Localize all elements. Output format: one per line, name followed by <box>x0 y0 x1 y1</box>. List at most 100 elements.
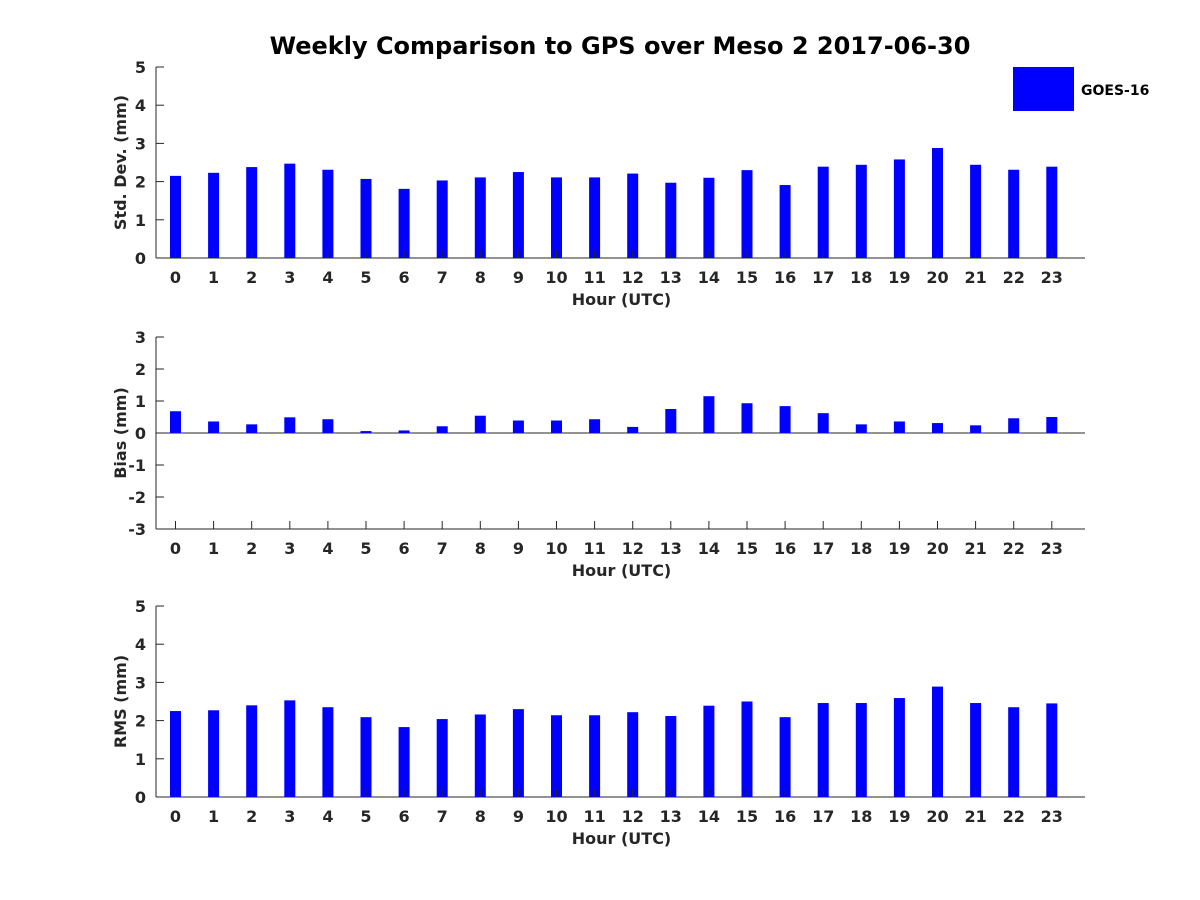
x-tick-label: 20 <box>926 807 948 826</box>
x-tick-label: 0 <box>170 268 181 287</box>
bar-hour-19 <box>893 159 905 258</box>
legend: GOES-16 <box>1013 67 1149 111</box>
x-tick-label: 19 <box>888 539 910 558</box>
y-tick-label: 1 <box>135 392 146 411</box>
x-tick-label: 0 <box>170 807 181 826</box>
y-tick-label: -2 <box>128 488 146 507</box>
x-tick-label: 20 <box>926 539 948 558</box>
y-tick-label: 0 <box>135 249 146 268</box>
y-tick-label: 2 <box>135 173 146 192</box>
y-tick-label: -3 <box>128 520 146 539</box>
bar-hour-4 <box>322 419 334 433</box>
bar-hour-5 <box>360 431 372 433</box>
bar-hour-15 <box>741 701 753 797</box>
x-tick-label: 11 <box>583 268 605 287</box>
bar-hour-2 <box>246 424 258 433</box>
x-tick-label: 1 <box>208 807 219 826</box>
x-tick-label: 3 <box>284 539 295 558</box>
bar-hour-2 <box>246 705 258 797</box>
bar-hour-13 <box>665 409 677 433</box>
x-tick-label: 16 <box>774 807 796 826</box>
x-tick-label: 7 <box>437 807 448 826</box>
x-tick-label: 5 <box>360 807 371 826</box>
x-tick-label: 3 <box>284 268 295 287</box>
x-tick-label: 23 <box>1041 268 1063 287</box>
bar-hour-6 <box>398 430 410 433</box>
bar-hour-23 <box>1046 703 1058 797</box>
bar-hour-19 <box>893 421 905 433</box>
x-tick-label: 13 <box>660 268 682 287</box>
bar-hour-14 <box>703 705 715 797</box>
bar-hour-23 <box>1046 417 1058 433</box>
legend-swatch <box>1013 67 1074 111</box>
x-tick-label: 10 <box>545 539 567 558</box>
bar-hour-11 <box>589 419 601 433</box>
bar-hour-8 <box>474 177 486 258</box>
x-tick-label: 15 <box>736 807 758 826</box>
x-tick-label: 1 <box>208 268 219 287</box>
bar-hour-5 <box>360 178 372 258</box>
x-tick-label: 9 <box>513 268 524 287</box>
x-tick-label: 21 <box>964 268 986 287</box>
x-tick-label: 22 <box>1003 539 1025 558</box>
x-tick-label: 7 <box>437 539 448 558</box>
x-tick-label: 12 <box>622 807 644 826</box>
x-tick-label: 0 <box>170 539 181 558</box>
bar-hour-15 <box>741 403 753 433</box>
bar-hour-5 <box>360 717 372 797</box>
x-tick-label: 7 <box>437 268 448 287</box>
x-tick-label: 4 <box>322 268 333 287</box>
x-tick-label: 13 <box>660 539 682 558</box>
bar-hour-13 <box>665 182 677 258</box>
y-axis-label: Std. Dev. (mm) <box>111 95 130 230</box>
bar-hour-9 <box>512 172 524 258</box>
y-tick-label: 5 <box>135 597 146 616</box>
bar-hour-0 <box>170 175 181 258</box>
bar-hour-22 <box>1008 169 1020 258</box>
bar-hour-10 <box>551 177 562 258</box>
bar-hour-17 <box>817 703 829 797</box>
bar-hour-23 <box>1046 166 1058 258</box>
bar-hour-0 <box>170 411 181 433</box>
bar-hour-16 <box>779 717 791 797</box>
bar-hour-13 <box>665 716 677 797</box>
bar-hour-21 <box>970 425 982 433</box>
x-tick-label: 22 <box>1003 268 1025 287</box>
x-tick-label: 4 <box>322 539 333 558</box>
bar-hour-12 <box>627 712 639 797</box>
bar-hour-10 <box>551 715 562 797</box>
bar-hour-9 <box>512 420 524 433</box>
bar-hour-22 <box>1008 418 1020 433</box>
bar-hour-2 <box>246 167 258 258</box>
x-tick-label: 22 <box>1003 807 1025 826</box>
y-tick-label: 0 <box>135 788 146 807</box>
bar-hour-1 <box>208 421 220 433</box>
bar-hour-4 <box>322 707 334 797</box>
x-tick-label: 21 <box>964 807 986 826</box>
x-tick-label: 12 <box>622 268 644 287</box>
bar-hour-20 <box>932 147 943 258</box>
y-tick-label: 0 <box>135 424 146 443</box>
x-tick-label: 23 <box>1041 807 1063 826</box>
bar-hour-0 <box>170 711 181 797</box>
bar-hour-18 <box>855 164 867 258</box>
x-axis-label: Hour (UTC) <box>572 829 672 848</box>
x-tick-label: 10 <box>545 268 567 287</box>
bar-hour-6 <box>398 188 410 258</box>
x-tick-label: 11 <box>583 539 605 558</box>
x-tick-label: 17 <box>812 539 834 558</box>
x-tick-label: 17 <box>812 807 834 826</box>
x-tick-label: 9 <box>513 807 524 826</box>
x-axis-label: Hour (UTC) <box>572 290 672 309</box>
bar-hour-21 <box>970 703 982 797</box>
y-tick-label: 4 <box>135 96 146 115</box>
y-axis-label: Bias (mm) <box>111 387 130 479</box>
bar-hour-11 <box>589 177 601 258</box>
x-tick-label: 5 <box>360 539 371 558</box>
x-tick-label: 5 <box>360 268 371 287</box>
bar-hour-8 <box>474 714 486 797</box>
y-tick-label: 2 <box>135 360 146 379</box>
x-tick-label: 9 <box>513 539 524 558</box>
bar-hour-10 <box>551 420 562 433</box>
x-tick-label: 4 <box>322 807 333 826</box>
